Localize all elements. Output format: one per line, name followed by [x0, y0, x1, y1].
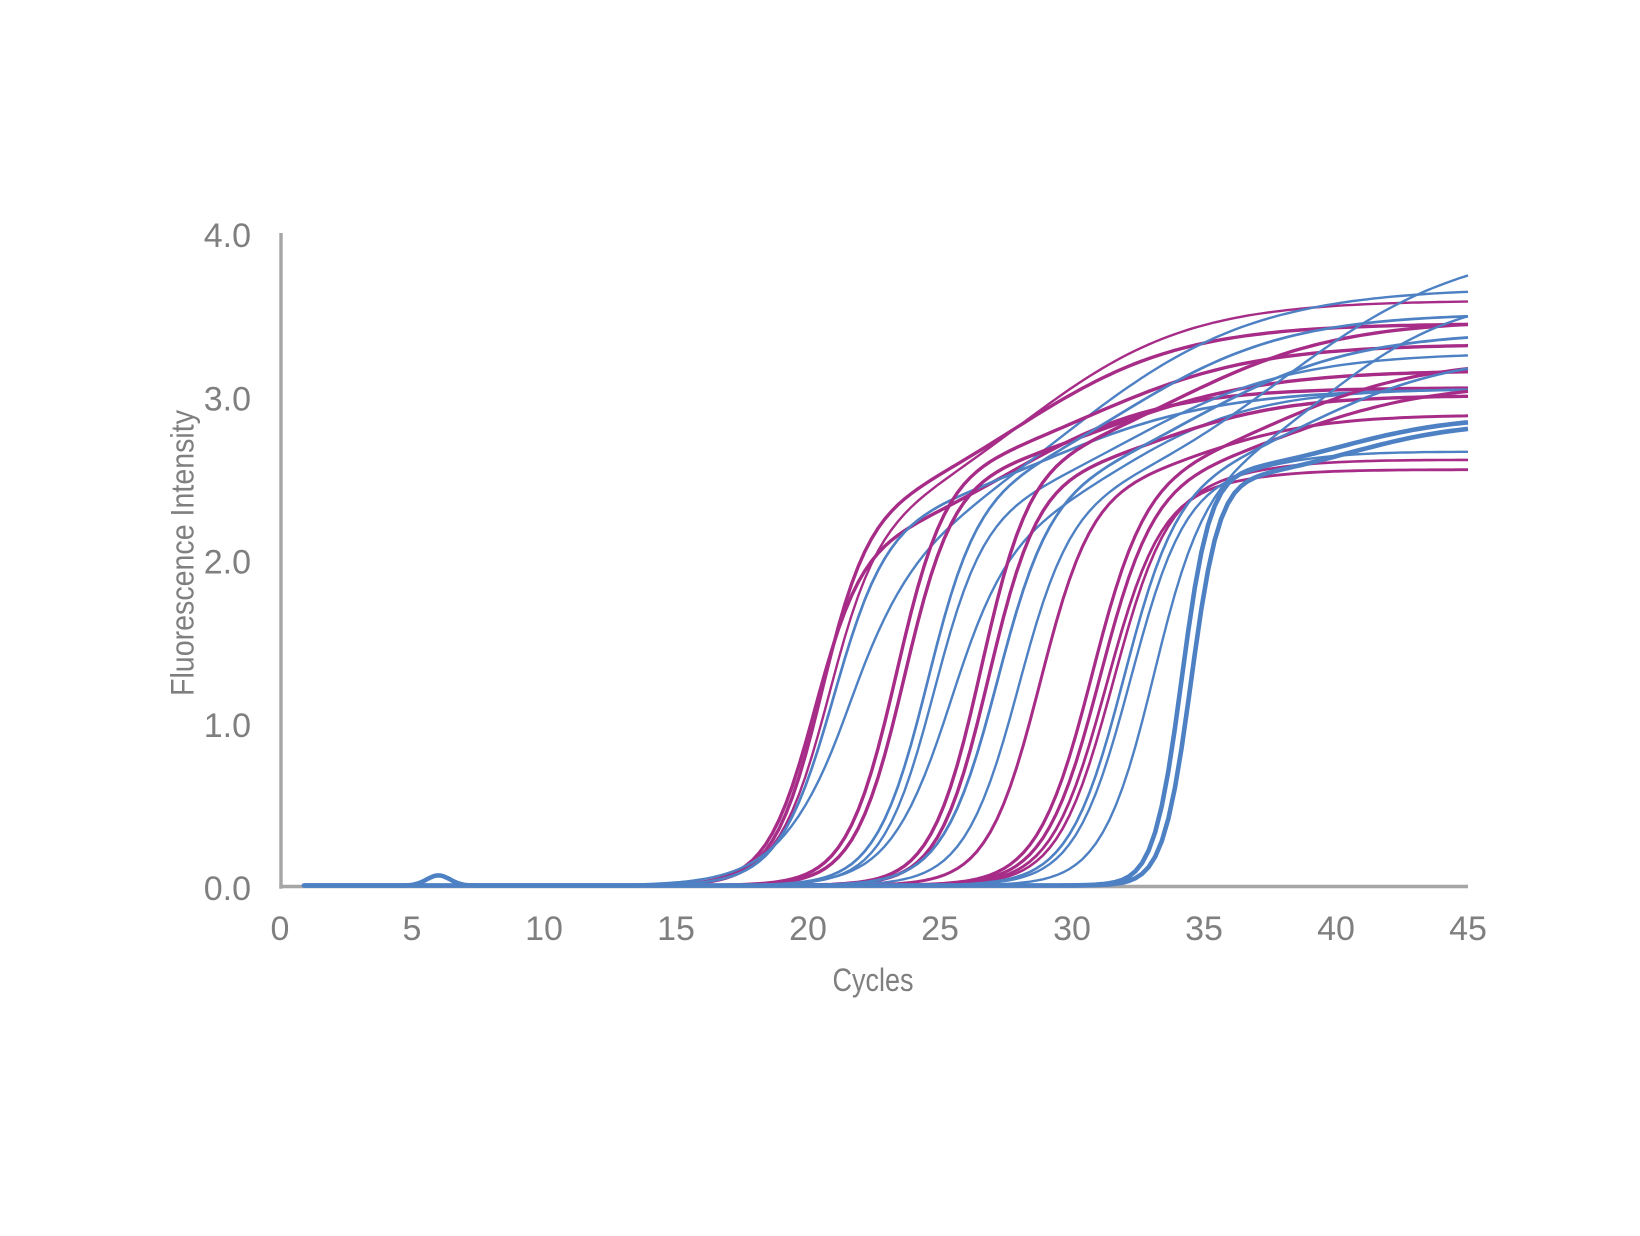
svg-text:Fluorescence Intensity: Fluorescence Intensity [165, 410, 201, 696]
svg-text:0: 0 [271, 910, 290, 948]
svg-text:10: 10 [525, 910, 563, 948]
svg-text:40: 40 [1317, 910, 1355, 948]
svg-text:3.0: 3.0 [204, 380, 251, 418]
svg-text:Cycles: Cycles [833, 962, 914, 998]
svg-text:5: 5 [403, 910, 422, 948]
svg-text:30: 30 [1053, 910, 1091, 948]
svg-text:4.0: 4.0 [204, 217, 251, 255]
svg-text:15: 15 [657, 910, 695, 948]
svg-text:0.0: 0.0 [204, 870, 251, 908]
svg-text:2.0: 2.0 [204, 544, 251, 582]
svg-text:20: 20 [789, 910, 827, 948]
svg-text:1.0: 1.0 [204, 707, 251, 745]
svg-text:45: 45 [1449, 910, 1487, 948]
svg-text:25: 25 [921, 910, 959, 948]
svg-text:35: 35 [1185, 910, 1223, 948]
